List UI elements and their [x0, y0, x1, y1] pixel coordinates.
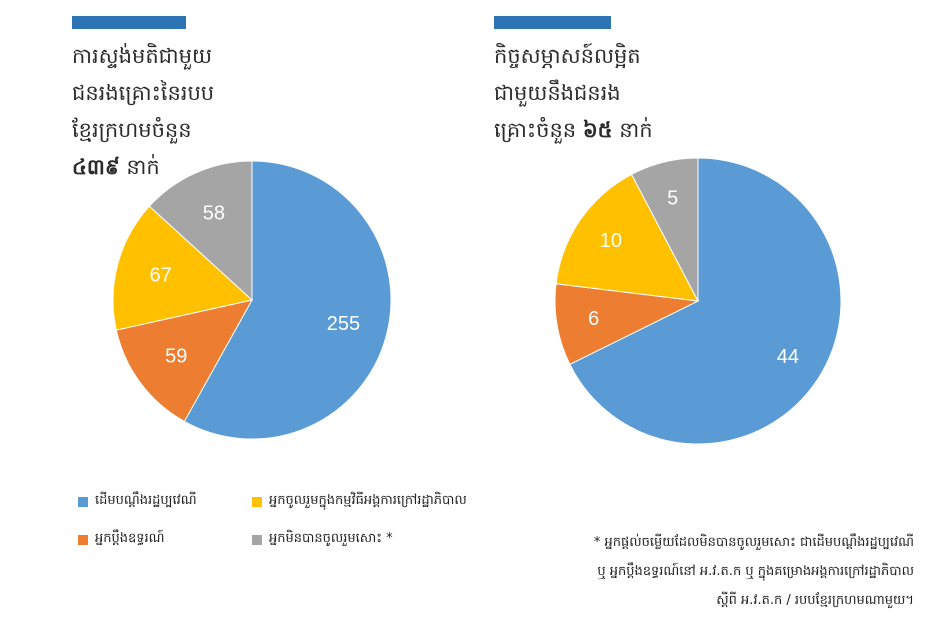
left-pie-label-civil-party: 255 [327, 313, 360, 335]
left-pie-slice-complainant [115, 299, 253, 423]
left-chart-title: ការស្ទង់មតិជាមួយ ជនរងគ្រោះនៃរបប ខ្មែរក្រ… [72, 38, 214, 186]
left-title-line-1: ការស្ទង់មតិជាមួយ [72, 44, 212, 68]
left-pie-label-ngo-participant: 67 [150, 265, 172, 287]
legend-label-complainant: អ្នកប្តឹងឧទ្ធរណ៍ [95, 531, 165, 546]
right-title-count: ៦៥ [582, 118, 613, 142]
right-pie-chart: 44 6 10 5 [554, 157, 842, 445]
legend-label-ngo-participant: អ្នកចូលរួមក្នុងកម្មវិធីអង្គការក្រៅរដ្ឋាភ… [269, 493, 467, 508]
left-pie-label-complainant: 59 [165, 345, 187, 367]
footnote-line-2: ឬ អ្នកប្តឹងឧទ្ធរណ៍នៅ អ.វ.ត.ក ឬ ក្នុងគម្រ… [597, 564, 914, 579]
legend-item-complainant: អ្នកប្តឹងឧទ្ធរណ៍ [78, 530, 165, 549]
right-pie-slice-non-participant [630, 157, 699, 302]
right-chart-title: កិច្ចសម្ភាសន៍លម្អិត ជាមួយនឹងជនរង គ្រោះចំ… [494, 38, 653, 149]
left-pie-slice-non-participant [148, 160, 253, 302]
left-title-line-3: ខ្មែរក្រហមចំនួន [72, 118, 192, 142]
legend-swatch-yellow [252, 496, 262, 507]
right-title-line-1: កិច្ចសម្ភាសន៍លម្អិត [494, 44, 641, 68]
footnote-line-3: ស្តីពី អ.វ.ត.ក / របបខ្មែរក្រហមណាមួយ។ [716, 593, 914, 608]
left-pie-chart: 255 59 67 58 [112, 160, 392, 440]
legend-label-non-participant: អ្នកមិនបានចូលរួមសោះ * [269, 531, 393, 546]
right-title-line-3: គ្រោះចំនួន ៦៥ នាក់ [494, 112, 653, 149]
right-pie-slice-ngo-participant [555, 173, 699, 302]
right-pie-label-civil-party: 44 [777, 346, 799, 368]
footnote: * អ្នកផ្តល់ចម្លើយដែលមិនបានចូលរួមសោះ ជាដើ… [494, 528, 914, 615]
legend-swatch-orange [78, 534, 88, 545]
legend-swatch-gray [252, 534, 262, 545]
left-pie-slice-civil-party [183, 160, 392, 440]
left-title-line-4: ៤៣៩ នាក់ [72, 149, 214, 186]
legend-item-ngo-participant: អ្នកចូលរួមក្នុងកម្មវិធីអង្គការក្រៅរដ្ឋាភ… [252, 492, 467, 511]
left-pie-slice-ngo-participant [112, 205, 254, 331]
right-pie-slice-complainant [554, 283, 700, 366]
right-pie-label-ngo-participant: 10 [600, 230, 622, 252]
right-title-line-2: ជាមួយនឹងជនរង [494, 81, 621, 105]
legend-label-civil-party: ដើមបណ្តឹងរដ្ឋប្បវេណី [95, 493, 197, 508]
footnote-line-1: * អ្នកផ្តល់ចម្លើយដែលមិនបានចូលរួមសោះ ជាដើ… [593, 535, 914, 550]
left-pie-label-non-participant: 58 [203, 203, 225, 225]
right-title-prefix: គ្រោះចំនួន [494, 118, 583, 142]
left-title-line-2: ជនរងគ្រោះនៃរបប [72, 81, 215, 105]
legend-item-civil-party: ដើមបណ្តឹងរដ្ឋប្បវេណី [78, 492, 197, 511]
right-pie-label-non-participant: 5 [667, 187, 678, 209]
right-accent-bar [494, 16, 611, 29]
legend-item-non-participant: អ្នកមិនបានចូលរួមសោះ * [252, 530, 393, 549]
left-accent-bar [72, 16, 186, 29]
right-pie-slice-civil-party [569, 157, 842, 445]
right-pie-label-complainant: 6 [588, 308, 599, 330]
right-title-unit: នាក់ [612, 118, 653, 142]
left-title-count: ៤៣៩ [72, 155, 120, 179]
left-title-unit: នាក់ [119, 155, 160, 179]
legend-swatch-blue [78, 496, 88, 507]
